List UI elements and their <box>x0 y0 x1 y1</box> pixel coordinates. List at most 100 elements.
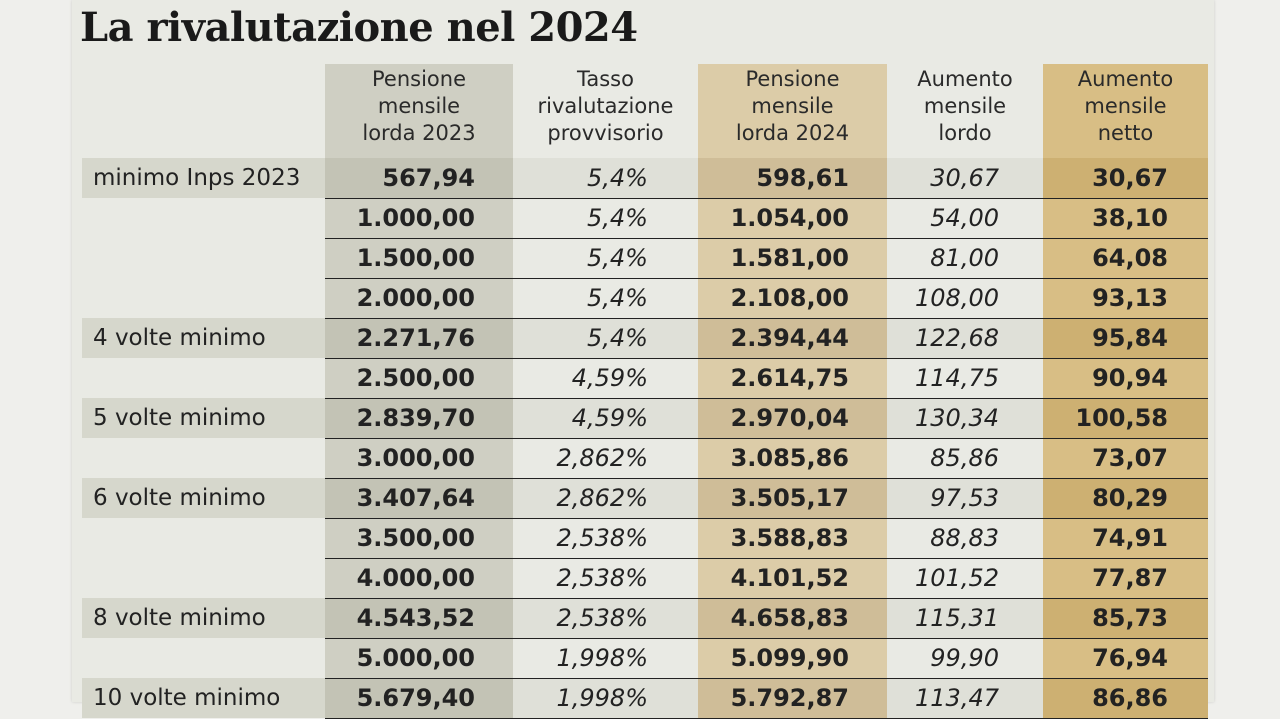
table-row: 4 volte minimo 2.271,76 5,4% 2.394,44 122,68… <box>82 318 1208 359</box>
cell-lorda2024: 5.792,87 <box>698 678 887 719</box>
header-pensione-2024: Pensione mensile lorda 2024 <box>735 67 850 145</box>
row-label <box>82 358 325 398</box>
cell-aumento-lordo: 113,47 <box>887 678 1043 719</box>
row-label <box>82 278 325 318</box>
cell-tasso: 2,538% <box>513 558 698 599</box>
row-label: 4 volte minimo <box>82 318 325 358</box>
cell-lorda2023: 2.271,76 <box>325 318 513 359</box>
cell-aumento-netto: 95,84 <box>1043 318 1208 359</box>
table-row: 2.500,00 4,59% 2.614,75 114,75 90,94 <box>82 358 1208 399</box>
table-row: 1.000,00 5,4% 1.054,00 54,00 38,10 <box>82 198 1208 239</box>
cell-tasso: 2,538% <box>513 518 698 559</box>
cell-lorda2024: 4.658,83 <box>698 598 887 639</box>
cell-aumento-lordo: 88,83 <box>887 518 1043 559</box>
cell-tasso: 1,998% <box>513 638 698 679</box>
header-aumento-lordo: Aumento mensile lordo <box>917 67 1013 145</box>
cell-aumento-lordo: 54,00 <box>887 198 1043 239</box>
cell-aumento-lordo: 85,86 <box>887 438 1043 479</box>
table-row: 5 volte minimo 2.839,70 4,59% 2.970,04 130,3… <box>82 398 1208 439</box>
header-tasso: Tasso rivalutazione provvisorio <box>537 67 674 145</box>
cell-aumento-lordo: 115,31 <box>887 598 1043 639</box>
cell-aumento-netto: 86,86 <box>1043 678 1208 719</box>
rivalutazione-table: minimo Inps 2023 567,94 5,4% 598,61 30,67 30,… <box>82 158 1208 719</box>
cell-aumento-netto: 64,08 <box>1043 238 1208 279</box>
cell-tasso: 2,862% <box>513 478 698 519</box>
table-row: 8 volte minimo 4.543,52 2,538% 4.658,83 115,… <box>82 598 1208 639</box>
cell-lorda2023: 2.500,00 <box>325 358 513 399</box>
cell-aumento-netto: 80,29 <box>1043 478 1208 519</box>
cell-lorda2023: 3.500,00 <box>325 518 513 559</box>
cell-aumento-lordo: 81,00 <box>887 238 1043 279</box>
cell-aumento-netto: 77,87 <box>1043 558 1208 599</box>
row-label: 6 volte minimo <box>82 478 325 518</box>
cell-aumento-netto: 100,58 <box>1043 398 1208 439</box>
cell-lorda2023: 4.000,00 <box>325 558 513 599</box>
table-row: minimo Inps 2023 567,94 5,4% 598,61 30,67 30,… <box>82 158 1208 199</box>
cell-aumento-netto: 38,10 <box>1043 198 1208 239</box>
cell-aumento-lordo: 122,68 <box>887 318 1043 359</box>
cell-tasso: 2,538% <box>513 598 698 639</box>
row-label: 5 volte minimo <box>82 398 325 438</box>
cell-aumento-netto: 85,73 <box>1043 598 1208 639</box>
cell-tasso: 2,862% <box>513 438 698 479</box>
cell-aumento-lordo: 97,53 <box>887 478 1043 519</box>
cell-lorda2023: 1.500,00 <box>325 238 513 279</box>
table-row: 5.000,00 1,998% 5.099,90 99,90 76,94 <box>82 638 1208 679</box>
cell-lorda2024: 1.054,00 <box>698 198 887 239</box>
cell-aumento-netto: 74,91 <box>1043 518 1208 559</box>
cell-lorda2023: 2.000,00 <box>325 278 513 319</box>
table-row: 4.000,00 2,538% 4.101,52 101,52 77,87 <box>82 558 1208 599</box>
cell-aumento-netto: 90,94 <box>1043 358 1208 399</box>
table-row: 1.500,00 5,4% 1.581,00 81,00 64,08 <box>82 238 1208 279</box>
cell-aumento-lordo: 130,34 <box>887 398 1043 439</box>
row-label <box>82 238 325 278</box>
cell-lorda2024: 3.505,17 <box>698 478 887 519</box>
cell-lorda2024: 3.085,86 <box>698 438 887 479</box>
cell-tasso: 5,4% <box>513 278 698 319</box>
cell-lorda2024: 598,61 <box>698 158 887 199</box>
cell-lorda2023: 4.543,52 <box>325 598 513 639</box>
cell-tasso: 4,59% <box>513 358 698 399</box>
page-title: La rivalutazione nel 2024 <box>80 4 638 51</box>
cell-lorda2024: 4.101,52 <box>698 558 887 599</box>
cell-lorda2024: 3.588,83 <box>698 518 887 559</box>
cell-lorda2023: 3.407,64 <box>325 478 513 519</box>
cell-lorda2023: 5.000,00 <box>325 638 513 679</box>
row-label: 8 volte minimo <box>82 598 325 638</box>
cell-aumento-netto: 76,94 <box>1043 638 1208 679</box>
table-row: 2.000,00 5,4% 2.108,00 108,00 93,13 <box>82 278 1208 319</box>
row-label <box>82 198 325 238</box>
row-label <box>82 638 325 678</box>
row-label: minimo Inps 2023 <box>82 158 325 198</box>
table-row: 10 volte minimo 5.679,40 1,998% 5.792,87 113… <box>82 678 1208 719</box>
table-row: 6 volte minimo 3.407,64 2,862% 3.505,17 97,5… <box>82 478 1208 519</box>
header-aumento-netto: Aumento mensile netto <box>1077 67 1174 145</box>
cell-lorda2024: 1.581,00 <box>698 238 887 279</box>
cell-tasso: 5,4% <box>513 158 698 199</box>
row-label <box>82 438 325 478</box>
table-row: 3.000,00 2,862% 3.085,86 85,86 73,07 <box>82 438 1208 479</box>
cell-tasso: 5,4% <box>513 198 698 239</box>
cell-lorda2024: 2.970,04 <box>698 398 887 439</box>
cell-lorda2024: 5.099,90 <box>698 638 887 679</box>
cell-aumento-lordo: 114,75 <box>887 358 1043 399</box>
cell-aumento-netto: 93,13 <box>1043 278 1208 319</box>
table-row: 3.500,00 2,538% 3.588,83 88,83 74,91 <box>82 518 1208 559</box>
cell-aumento-netto: 30,67 <box>1043 158 1208 199</box>
cell-lorda2024: 2.614,75 <box>698 358 887 399</box>
cell-aumento-lordo: 30,67 <box>887 158 1043 199</box>
cell-lorda2023: 3.000,00 <box>325 438 513 479</box>
cell-lorda2023: 1.000,00 <box>325 198 513 239</box>
cell-tasso: 5,4% <box>513 238 698 279</box>
cell-aumento-lordo: 101,52 <box>887 558 1043 599</box>
cell-aumento-lordo: 99,90 <box>887 638 1043 679</box>
cell-tasso: 4,59% <box>513 398 698 439</box>
cell-lorda2023: 2.839,70 <box>325 398 513 439</box>
row-label <box>82 518 325 558</box>
cell-tasso: 5,4% <box>513 318 698 359</box>
header-pensione-2023: Pensione mensile lorda 2023 <box>362 67 476 145</box>
cell-aumento-lordo: 108,00 <box>887 278 1043 319</box>
cell-aumento-netto: 73,07 <box>1043 438 1208 479</box>
cell-lorda2023: 5.679,40 <box>325 678 513 719</box>
cell-tasso: 1,998% <box>513 678 698 719</box>
